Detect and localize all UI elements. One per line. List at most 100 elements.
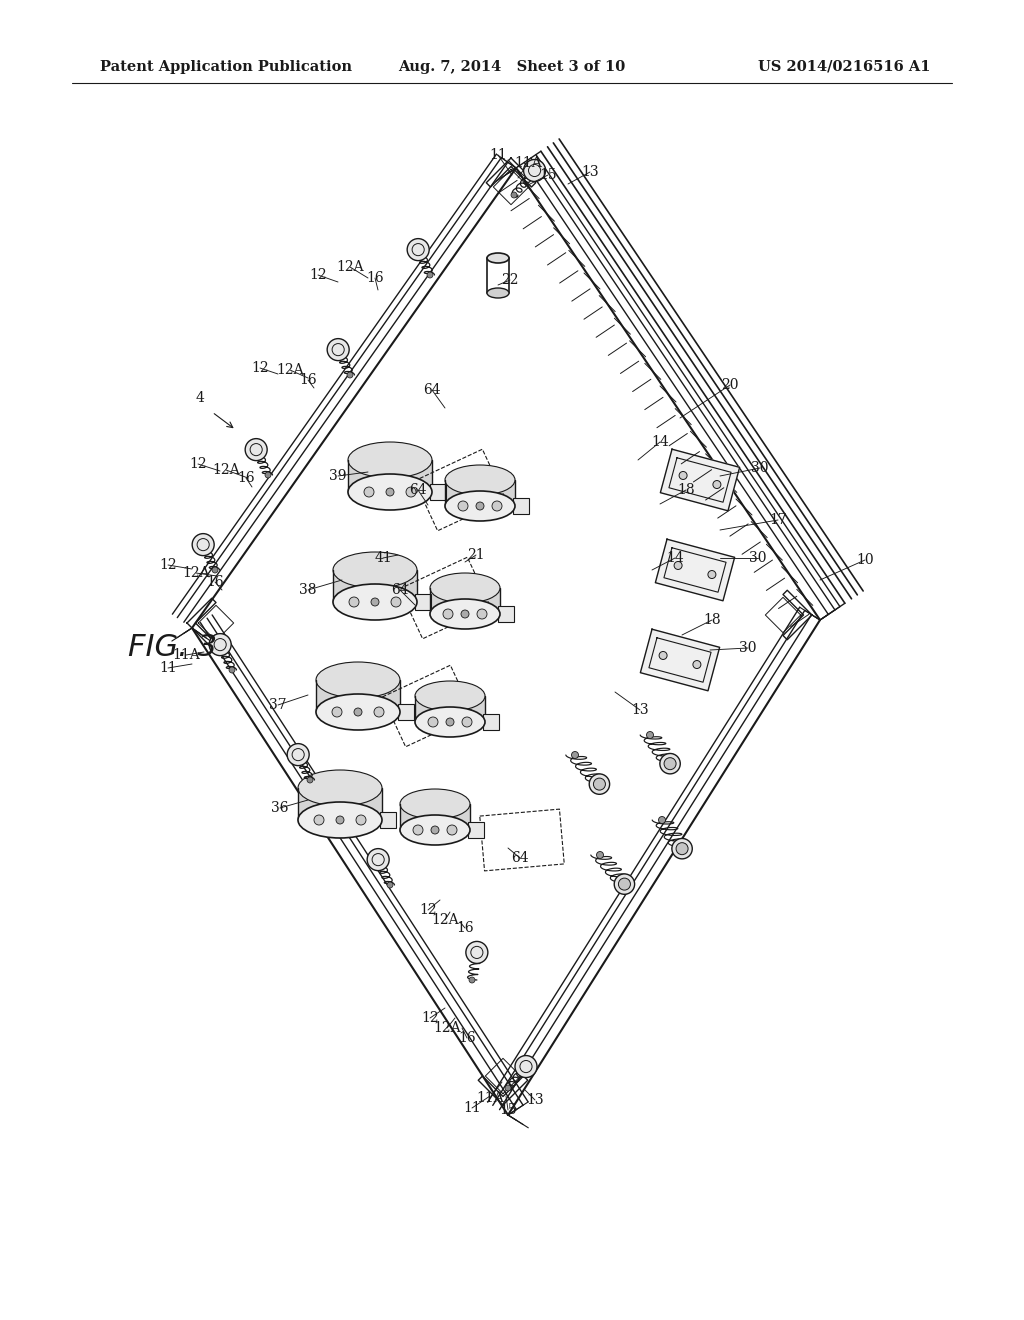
Text: 16: 16	[238, 471, 255, 484]
Polygon shape	[660, 449, 739, 511]
Circle shape	[462, 717, 472, 727]
Ellipse shape	[445, 465, 515, 495]
Text: 12: 12	[159, 558, 177, 572]
Text: 16: 16	[206, 576, 224, 589]
Text: 36: 36	[271, 801, 289, 814]
Ellipse shape	[487, 288, 509, 298]
Text: 13: 13	[582, 165, 599, 180]
Text: 37: 37	[269, 698, 287, 711]
Text: 15: 15	[540, 168, 557, 182]
Circle shape	[659, 652, 667, 660]
Circle shape	[387, 882, 393, 888]
Text: 12: 12	[309, 268, 327, 282]
Polygon shape	[445, 480, 515, 506]
Circle shape	[327, 339, 349, 360]
Polygon shape	[430, 484, 446, 500]
Text: 30: 30	[739, 642, 757, 655]
Polygon shape	[640, 630, 720, 690]
Ellipse shape	[298, 770, 382, 807]
Circle shape	[676, 842, 688, 854]
Circle shape	[347, 372, 353, 378]
Circle shape	[523, 160, 546, 181]
Text: FIG. 3: FIG. 3	[128, 634, 217, 663]
Circle shape	[356, 814, 366, 825]
Text: 20: 20	[721, 378, 738, 392]
Ellipse shape	[348, 474, 432, 510]
Text: 17: 17	[769, 513, 786, 527]
Text: 39: 39	[330, 469, 347, 483]
Circle shape	[618, 878, 631, 890]
Text: 13: 13	[631, 704, 649, 717]
Polygon shape	[468, 822, 484, 838]
Text: 11A: 11A	[476, 1092, 504, 1105]
Circle shape	[589, 774, 609, 795]
Text: 16: 16	[367, 271, 384, 285]
Ellipse shape	[333, 583, 417, 620]
Text: 64: 64	[423, 383, 440, 397]
Text: 22: 22	[502, 273, 519, 286]
Ellipse shape	[400, 814, 470, 845]
Ellipse shape	[298, 803, 382, 838]
Text: 30: 30	[750, 550, 767, 565]
Text: 12A: 12A	[182, 566, 210, 579]
Circle shape	[659, 754, 680, 774]
Polygon shape	[513, 498, 529, 513]
Text: 18: 18	[677, 483, 695, 498]
Circle shape	[287, 743, 309, 766]
Text: 12: 12	[189, 457, 207, 471]
Circle shape	[446, 718, 454, 726]
Text: 16: 16	[299, 374, 316, 387]
Ellipse shape	[430, 599, 500, 630]
Circle shape	[469, 977, 475, 983]
Text: 21: 21	[467, 548, 484, 562]
Circle shape	[364, 487, 374, 498]
Circle shape	[349, 597, 359, 607]
Polygon shape	[380, 812, 396, 828]
Circle shape	[672, 838, 692, 859]
Text: 30: 30	[752, 461, 769, 475]
Circle shape	[265, 473, 271, 478]
Circle shape	[371, 598, 379, 606]
Polygon shape	[316, 680, 400, 711]
Circle shape	[505, 1085, 511, 1092]
Polygon shape	[483, 714, 499, 730]
Text: 4: 4	[196, 391, 205, 405]
Circle shape	[708, 570, 716, 578]
Circle shape	[336, 816, 344, 824]
Text: 12: 12	[421, 1011, 439, 1026]
Ellipse shape	[316, 694, 400, 730]
Text: 11A: 11A	[514, 156, 542, 170]
Text: 11A: 11A	[172, 648, 200, 663]
Circle shape	[511, 191, 517, 198]
Polygon shape	[298, 788, 382, 820]
Circle shape	[354, 708, 362, 715]
Circle shape	[427, 272, 433, 279]
Text: Patent Application Publication: Patent Application Publication	[100, 59, 352, 74]
Text: 41: 41	[374, 550, 392, 565]
Ellipse shape	[400, 789, 470, 818]
Circle shape	[332, 708, 342, 717]
Ellipse shape	[333, 552, 417, 587]
Text: Aug. 7, 2014   Sheet 3 of 10: Aug. 7, 2014 Sheet 3 of 10	[398, 59, 626, 74]
Circle shape	[413, 825, 423, 836]
Text: 64: 64	[410, 483, 427, 498]
Circle shape	[314, 814, 324, 825]
Text: 12A: 12A	[433, 1020, 461, 1035]
Polygon shape	[415, 594, 431, 610]
Polygon shape	[400, 804, 470, 830]
Text: 38: 38	[299, 583, 316, 597]
Circle shape	[368, 849, 389, 871]
Circle shape	[674, 561, 682, 569]
Text: 16: 16	[458, 1031, 476, 1045]
Text: 12A: 12A	[336, 260, 364, 275]
Circle shape	[406, 487, 416, 498]
Circle shape	[665, 758, 676, 770]
Polygon shape	[498, 606, 514, 622]
Text: 10: 10	[856, 553, 873, 568]
Circle shape	[431, 826, 439, 834]
Polygon shape	[415, 696, 485, 722]
Ellipse shape	[445, 491, 515, 521]
Circle shape	[428, 717, 438, 727]
Text: 16: 16	[456, 921, 474, 935]
Circle shape	[245, 438, 267, 461]
